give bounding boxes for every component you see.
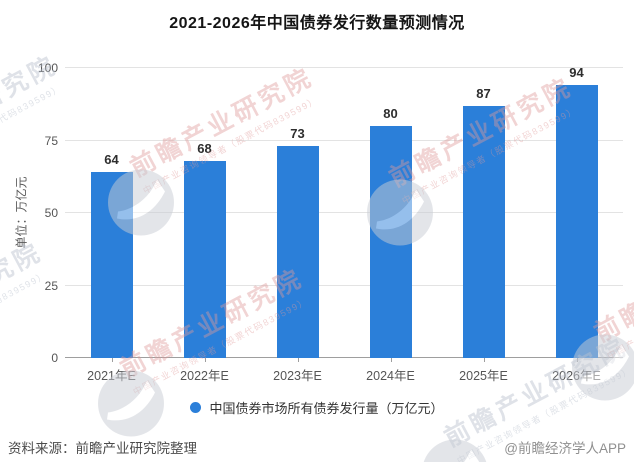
plot-area: 64 2021年E 68 2022年E 73 2023年E 80 2024年E 87 2025年E… — [65, 65, 623, 383]
y-tick-label: 50 — [44, 206, 58, 220]
legend-marker-icon — [190, 402, 202, 413]
bar-value-label: 80 — [383, 106, 398, 121]
y-tick-label: 75 — [44, 133, 58, 148]
watermark-logo-icon — [422, 439, 488, 462]
x-tick-label: 2023年E — [273, 369, 322, 383]
bar-value-label: 73 — [290, 126, 305, 142]
bar — [90, 172, 133, 358]
category-slot: 80 2024年E — [344, 68, 437, 383]
x-tick-label: 2024年E — [366, 369, 415, 383]
bar-slots: 64 2021年E 68 2022年E 73 2023年E 80 2024年E 87 2025年E… — [65, 65, 623, 383]
bar-value-label: 68 — [197, 140, 212, 156]
credit-note: @前瞻经济学人APP — [504, 441, 626, 456]
gridline — [65, 139, 623, 141]
gridline — [65, 212, 623, 213]
y-tick-label: 0 — [51, 351, 58, 365]
axis-tick — [204, 358, 206, 362]
x-tick-label: 2022年E — [180, 369, 229, 383]
bar-value-label: 87 — [476, 85, 491, 101]
y-tick-label: 100 — [37, 61, 58, 75]
chart-title: 2021-2026年中国债券发行数量预测情况 — [169, 15, 465, 32]
axis-tick — [576, 358, 578, 362]
category-slot: 68 2022年E — [158, 68, 251, 383]
legend: 中国债券市场所有债券发行量（万亿元） — [0, 398, 634, 417]
x-tick-label: 2026年E — [552, 369, 601, 383]
y-axis-tick-labels: 0 25 50 75 100 — [0, 61, 58, 365]
axis-tick — [297, 358, 299, 362]
x-axis-line — [65, 357, 623, 358]
bar — [555, 85, 598, 358]
legend-label: 中国债券市场所有债券发行量（万亿元） — [209, 401, 444, 416]
x-tick-label: 2025年E — [459, 369, 508, 383]
y-tick-label: 25 — [44, 278, 58, 293]
axis-tick — [111, 358, 113, 362]
bar — [183, 160, 226, 358]
bar — [462, 105, 505, 358]
gridline — [65, 67, 623, 68]
axis-tick — [483, 358, 485, 362]
bar-value-label: 64 — [104, 152, 119, 168]
category-slot: 94 2026年E — [530, 65, 623, 383]
x-tick-label: 2021年E — [87, 369, 136, 383]
axis-tick — [390, 358, 392, 362]
category-slot: 73 2023年E — [251, 68, 344, 383]
gridline — [65, 284, 623, 286]
source-note: 资料来源：前瞻产业研究院整理 — [8, 441, 197, 456]
bar — [276, 146, 319, 358]
bar-value-label: 94 — [569, 65, 584, 81]
bar — [369, 126, 412, 358]
category-slot: 87 2025年E — [437, 68, 530, 383]
category-slot: 64 2021年E — [65, 68, 158, 383]
